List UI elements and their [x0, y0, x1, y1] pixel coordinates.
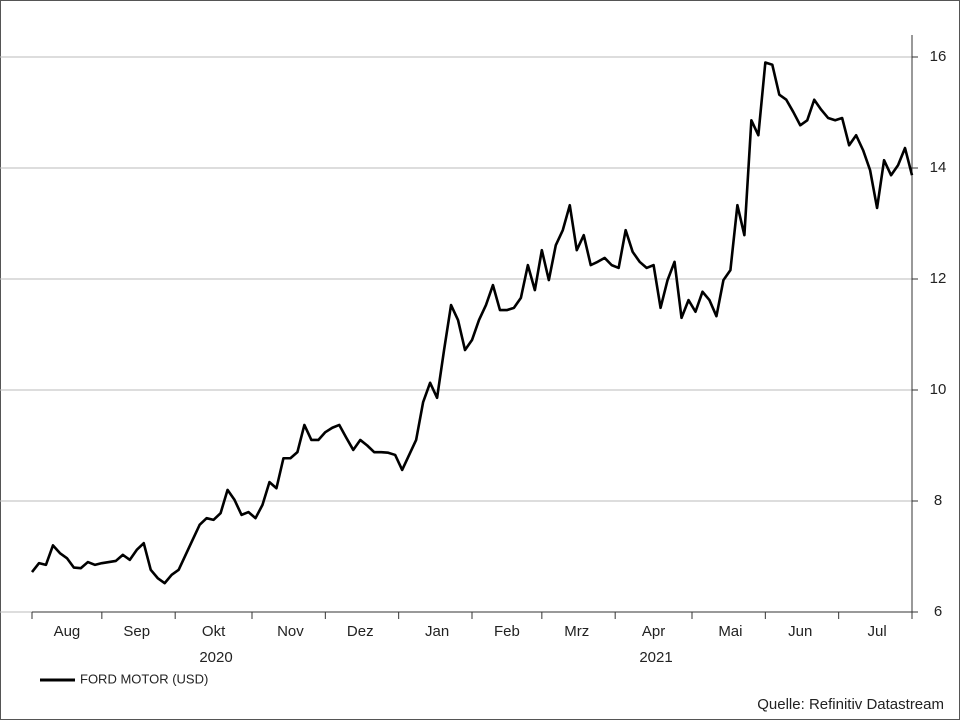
y-tick-label: 6 — [934, 603, 942, 620]
y-tick-label: 14 — [930, 159, 947, 176]
price-line — [30, 61, 914, 585]
x-tick-label: Mai — [718, 623, 742, 640]
y-tick-label: 10 — [930, 381, 947, 398]
x-tick-label: Apr — [642, 623, 665, 640]
x-tick-label: Okt — [202, 623, 226, 640]
x-tick-label: Aug — [54, 623, 81, 640]
source-note: Quelle: Refinitiv Datastream — [757, 696, 944, 713]
x-tick-label: Nov — [277, 623, 304, 640]
x-tick-label: Sep — [123, 623, 150, 640]
x-tick-label: Feb — [494, 623, 520, 640]
y-tick-label: 16 — [930, 48, 947, 65]
x-tick-label: Dez — [347, 623, 374, 640]
x-tick-label: Jun — [788, 623, 812, 640]
y-tick-label: 8 — [934, 492, 942, 509]
x-tick-label: Jul — [867, 623, 886, 640]
x-tick-label: Jan — [425, 623, 449, 640]
year-label: 2020 — [199, 649, 232, 666]
x-tick-label: Mrz — [564, 623, 589, 640]
year-label: 2021 — [639, 649, 672, 666]
legend-label: FORD MOTOR (USD) — [80, 671, 208, 686]
y-tick-label: 12 — [930, 270, 947, 287]
